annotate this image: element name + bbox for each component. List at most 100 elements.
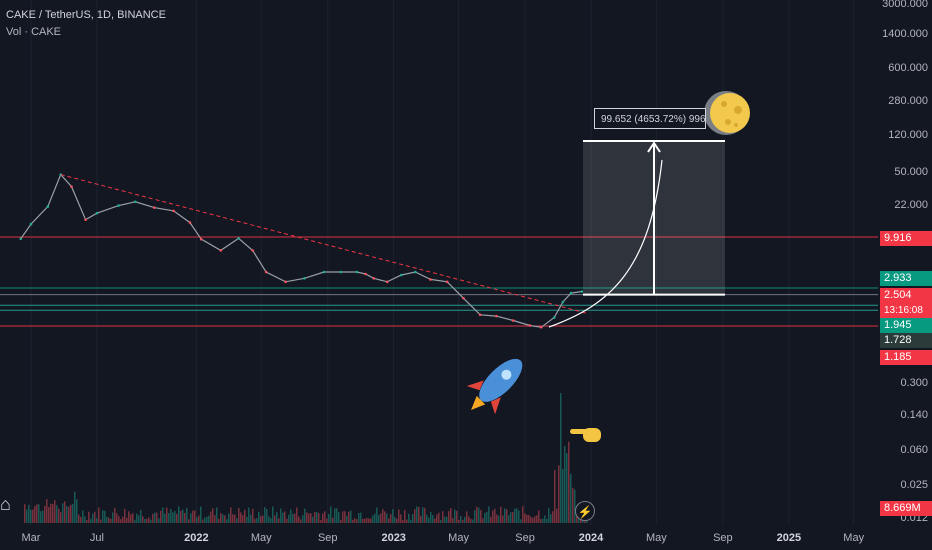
volume-bar bbox=[102, 510, 104, 523]
price-line bbox=[20, 173, 582, 328]
volume-bar bbox=[310, 513, 312, 523]
volume-bar bbox=[406, 519, 408, 523]
price-point bbox=[303, 276, 306, 280]
volume-bar bbox=[354, 518, 356, 523]
volume-bar bbox=[42, 510, 44, 523]
price-point bbox=[445, 280, 449, 284]
volume-bar bbox=[468, 516, 470, 523]
rocket-window bbox=[501, 369, 512, 380]
price-point bbox=[199, 237, 203, 241]
volume-bar bbox=[560, 393, 562, 523]
volume-bar bbox=[324, 511, 326, 523]
volume-bar bbox=[518, 510, 520, 523]
volume-bar bbox=[580, 518, 582, 523]
x-tick-label: Jul bbox=[90, 532, 104, 544]
volume-bar bbox=[174, 511, 176, 523]
volume-bar bbox=[422, 507, 424, 523]
rocket-flame bbox=[471, 395, 486, 411]
price-point bbox=[322, 270, 326, 274]
x-tick-label: Mar bbox=[22, 532, 41, 544]
volume-bar bbox=[358, 513, 360, 523]
volume-bar bbox=[528, 514, 530, 523]
volume-bar bbox=[182, 509, 184, 523]
price-point bbox=[237, 237, 240, 240]
volume-bar bbox=[562, 468, 564, 523]
x-axis-background bbox=[0, 525, 878, 550]
projection-curve bbox=[548, 159, 663, 328]
volume-bar bbox=[28, 504, 30, 523]
moon-icon bbox=[704, 91, 750, 135]
descending-trendline bbox=[60, 174, 588, 314]
volume-bar bbox=[68, 506, 70, 523]
volume-bar bbox=[202, 519, 204, 523]
volume-bar bbox=[302, 515, 304, 523]
moon-crater bbox=[734, 123, 738, 127]
volume-bar bbox=[190, 513, 192, 523]
volume-bar bbox=[122, 516, 124, 523]
volume-bar bbox=[512, 512, 514, 523]
volume-bar bbox=[26, 509, 28, 523]
volume-bar bbox=[304, 508, 306, 523]
volume-bar bbox=[524, 513, 526, 523]
volume-bar bbox=[124, 508, 126, 523]
volume-bar bbox=[456, 510, 458, 523]
volume-bar bbox=[194, 510, 196, 523]
volume-bar bbox=[374, 513, 376, 523]
volume-bar bbox=[50, 503, 52, 523]
symbol-title[interactable]: CAKE / TetherUS, 1D, BINANCE bbox=[6, 9, 166, 21]
lightning-icon[interactable]: ⚡ bbox=[575, 501, 595, 521]
volume-bar bbox=[494, 508, 496, 523]
projection-arrow-head bbox=[647, 141, 661, 153]
price-point bbox=[152, 206, 156, 209]
price-tag: 13:16:08 bbox=[880, 303, 932, 318]
volume-bar bbox=[226, 519, 228, 523]
volume-bar bbox=[238, 508, 240, 523]
volume-bar bbox=[446, 516, 448, 523]
volume-bar bbox=[546, 518, 548, 523]
x-tick-label: Sep bbox=[713, 532, 733, 544]
price-point bbox=[385, 280, 389, 284]
volume-bar bbox=[428, 517, 430, 523]
volume-bar bbox=[280, 508, 282, 523]
volume-bar bbox=[150, 519, 152, 523]
volume-bar bbox=[84, 516, 86, 523]
price-point bbox=[364, 272, 367, 276]
volume-bar bbox=[112, 512, 114, 523]
volume-bar bbox=[434, 518, 436, 523]
volume-bar bbox=[534, 516, 536, 523]
volume-bar bbox=[390, 514, 392, 523]
rocket-fin bbox=[490, 397, 501, 415]
volume-bar bbox=[322, 513, 324, 523]
volume-bar bbox=[56, 505, 58, 523]
volume-bar bbox=[396, 518, 398, 523]
tradingview-logo-icon[interactable]: ⌂ bbox=[0, 494, 11, 514]
y-tick-label: 280.000 bbox=[888, 95, 928, 107]
price-point bbox=[552, 316, 556, 319]
volume-bar bbox=[54, 500, 56, 523]
volume-bar bbox=[470, 518, 472, 523]
volume-bar bbox=[338, 512, 340, 523]
volume-bar bbox=[38, 504, 40, 523]
volume-legend[interactable]: Vol · CAKE bbox=[6, 26, 62, 38]
volume-bar bbox=[388, 518, 390, 523]
volume-bar bbox=[332, 517, 334, 523]
volume-bar bbox=[60, 512, 62, 523]
volume-bar bbox=[114, 508, 116, 523]
volume-bar bbox=[72, 503, 74, 523]
volume-bar bbox=[148, 517, 150, 523]
volume-bar bbox=[538, 510, 540, 523]
moon-crater bbox=[734, 106, 742, 114]
x-tick-label: 2023 bbox=[381, 532, 405, 544]
volume-bar bbox=[344, 511, 346, 523]
volume-bar bbox=[58, 508, 60, 523]
volume-bar bbox=[526, 514, 528, 523]
moon-crater bbox=[721, 101, 727, 107]
volume-bar bbox=[204, 517, 206, 523]
volume-bar bbox=[36, 504, 38, 523]
volume-bar bbox=[544, 515, 546, 523]
x-tick-label: Sep bbox=[318, 532, 338, 544]
volume-bar bbox=[300, 519, 302, 523]
volume-bar bbox=[336, 508, 338, 523]
